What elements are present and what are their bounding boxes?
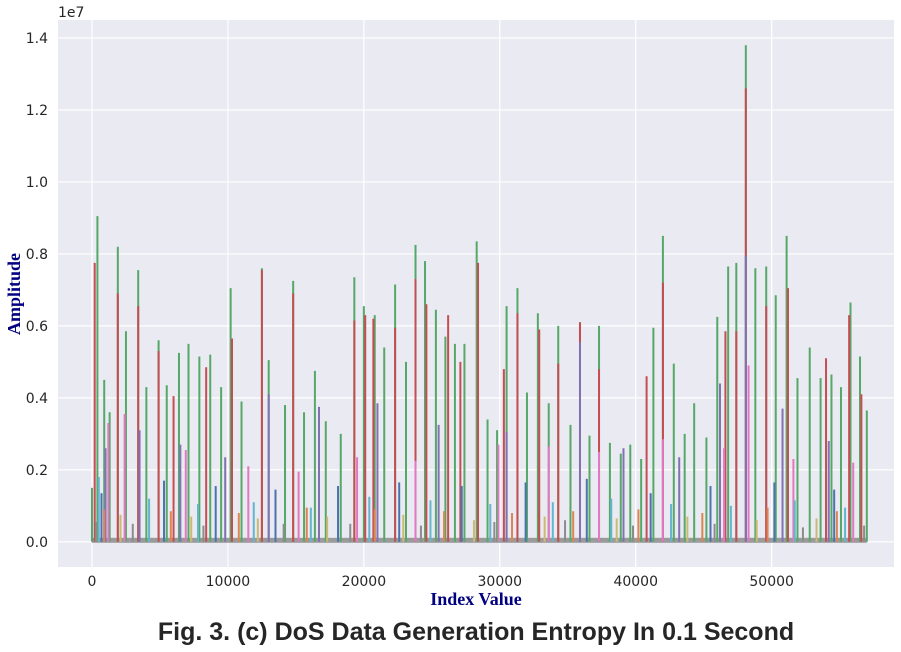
series-5 [97, 477, 847, 542]
series-7 [119, 514, 818, 542]
series-6 [103, 507, 838, 542]
y-axis-title: Amplitude [4, 253, 24, 335]
series-8 [95, 520, 866, 542]
y-offset-label: 1e7 [58, 5, 84, 21]
y-tick-label: 0.0 [26, 535, 48, 551]
series-4 [100, 478, 836, 542]
y-tick-label: 0.2 [26, 463, 48, 479]
y-tick-label: 1.0 [26, 175, 48, 191]
series-2 [104, 255, 830, 542]
x-tick-label: 0 [88, 574, 97, 590]
tick-labels: 0 10000 20000 30000 40000 50000 0.0 0.2 0.4 0.6 0.… [26, 31, 794, 590]
x-tick-label: 40000 [613, 574, 658, 590]
x-tick-label: 30000 [478, 574, 523, 590]
data-series [90, 45, 868, 543]
y-tick-label: 1.4 [26, 31, 48, 47]
series-1 [93, 88, 863, 542]
figure-caption: Fig. 3. (c) DoS Data Generation Entropy … [158, 618, 794, 646]
series-3 [107, 365, 855, 542]
x-tick-label: 10000 [206, 574, 251, 590]
x-tick-label: 50000 [749, 574, 794, 590]
y-tick-label: 0.6 [26, 319, 48, 335]
x-tick-label: 20000 [342, 574, 387, 590]
baseline-band [91, 537, 867, 543]
y-tick-label: 0.8 [26, 247, 48, 263]
y-tick-label: 1.2 [26, 103, 48, 119]
x-axis-title: Index Value [430, 589, 522, 609]
y-tick-label: 0.4 [26, 391, 48, 407]
